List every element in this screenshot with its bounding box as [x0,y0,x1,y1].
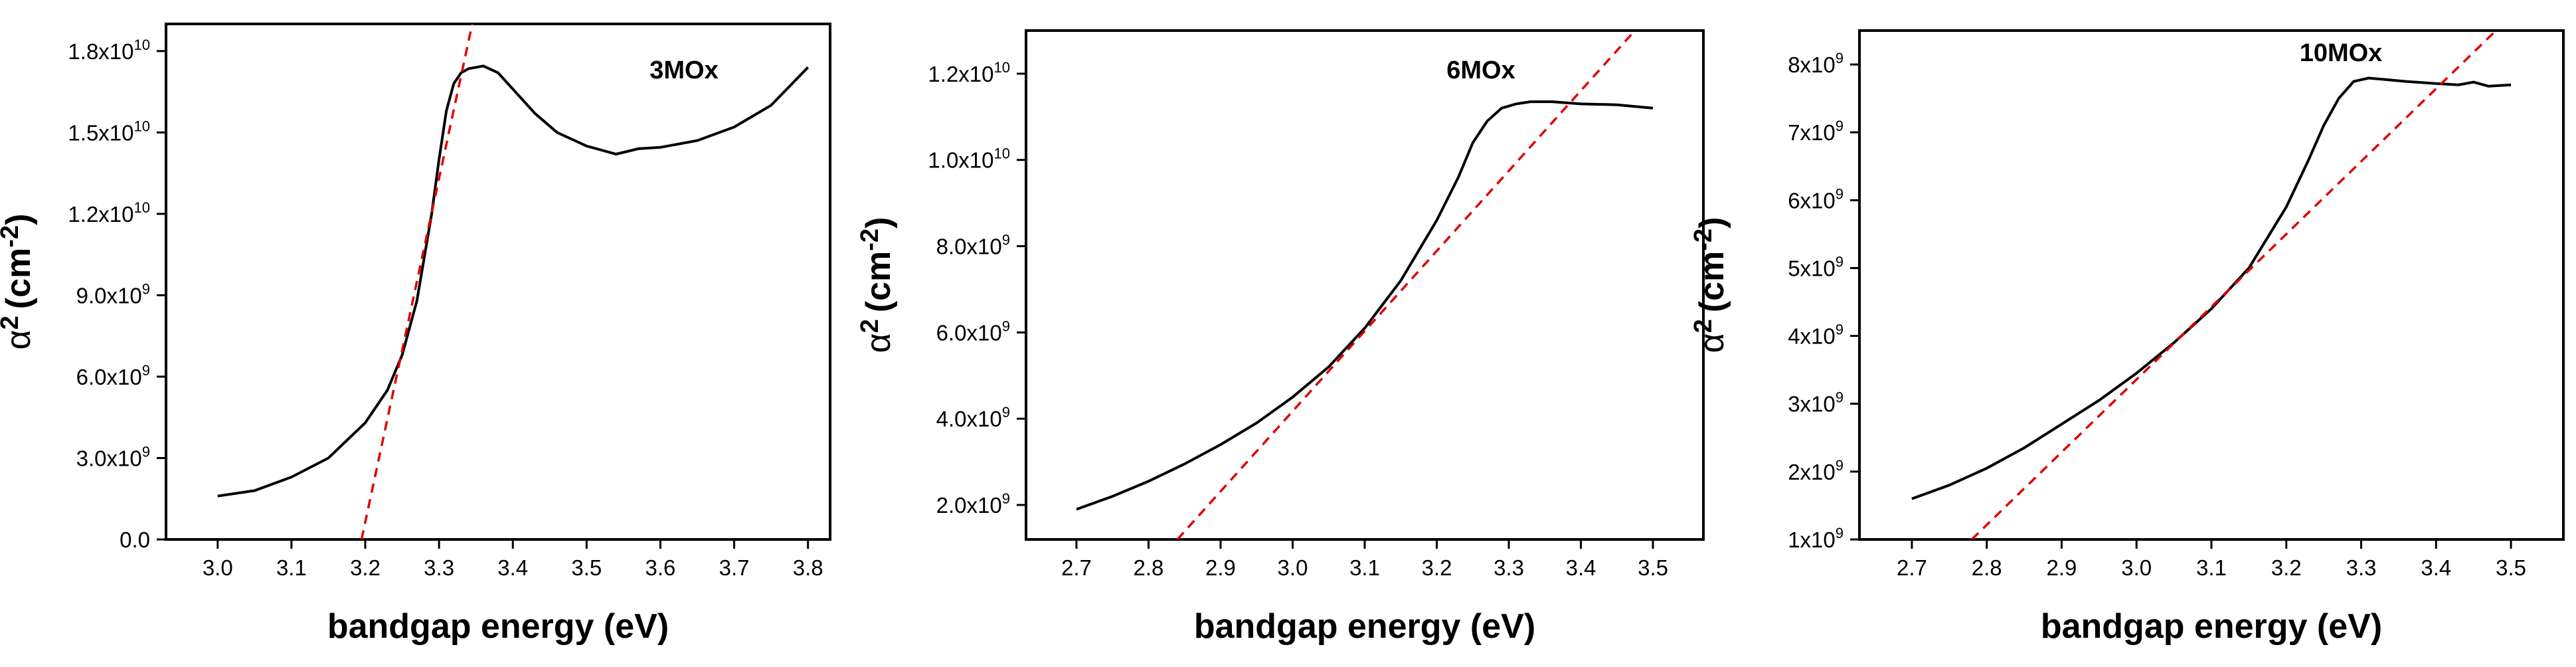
x-tick-label: 3.0 [2121,555,2152,580]
y-tick-label: 6.0x109 [936,318,1010,345]
x-tick-label: 3.1 [2196,555,2227,580]
x-tick-label: 3.2 [1422,555,1452,580]
x-tick-label: 3.0 [203,555,233,580]
y-tick-label: 2x109 [1788,457,1844,484]
x-axis-title: bandgap energy (eV) [1194,607,1535,646]
y-tick-label: 1.8x1010 [68,37,150,64]
panel-label: 10MOx [2300,39,2383,67]
x-tick-label: 3.1 [1349,555,1380,580]
x-tick-label: 3.7 [719,555,750,580]
x-tick-label: 3.3 [424,555,454,580]
data-curve [217,64,810,498]
y-tick-label: 0.0 [120,527,150,552]
plot-frame [1858,29,2565,541]
y-tick-label: 9.0x109 [76,280,150,308]
plot-frame [165,23,831,541]
x-tick-label: 3.4 [2421,555,2451,580]
x-tick-label: 3.2 [350,555,381,580]
y-tick-label: 1.2x1010 [68,199,150,227]
x-tick-label: 3.8 [793,555,823,580]
y-tick-label: 3x109 [1788,389,1844,417]
x-tick-label: 3.5 [2496,555,2526,580]
y-tick-label: 8.0x109 [936,232,1010,259]
chart-panel-1: 3.0 3.1 3.2 3.3 3.4 3.5 3.6 3.7 3.8 0.0 3.0x109 6.0… [0,23,831,646]
x-tick-label: 3.5 [1638,555,1668,580]
panel-label: 6MOx [1446,56,1515,84]
x-tick-label: 2.8 [1134,555,1164,580]
y-axis-title: α2(cm-2) [1689,217,1731,353]
x-tick-label: 3.4 [497,555,528,580]
y-tick-label: 1.2x1010 [928,59,1010,86]
data-curve [1911,76,2512,500]
y-tick-label: 3.0x109 [76,443,150,470]
x-axis-title: bandgap energy (eV) [327,607,669,646]
panel-label: 3MOx [649,56,718,84]
x-tick-label: 3.1 [276,555,307,580]
y-tick-label: 6x109 [1788,185,1844,213]
x-tick-label: 3.3 [2346,555,2377,580]
y-axis-title: α2(cm-2) [856,217,898,353]
y-tick-label: 5x109 [1788,253,1844,280]
y-tick-label: 4x109 [1788,322,1844,349]
x-tick-label: 3.5 [571,555,602,580]
y-tick-label: 7x109 [1788,118,1844,145]
y-tick-label: 1.5x1010 [68,118,150,145]
fit-line [1970,31,2497,539]
x-axis-title: bandgap energy (eV) [2041,607,2382,646]
y-axis-title: α2(cm-2) [0,214,38,350]
x-tick-label: 3.6 [645,555,676,580]
fit-line [360,24,473,539]
x-tick-label: 3.0 [1278,555,1308,580]
chart-panel-3: 2.7 2.8 2.9 3.0 3.1 3.2 3.3 3.4 3.5 1x109 2x109 3x1… [1689,29,2565,646]
y-tick-label: 4.0x109 [936,404,1010,431]
x-tick-label: 2.8 [1972,555,2002,580]
x-tick-label: 2.9 [1205,555,1236,580]
fit-line [1176,31,1636,539]
chart-panel-2: 2.7 2.8 2.9 3.0 3.1 3.2 3.3 3.4 3.5 2.0x109 4.0x10… [856,29,1705,646]
data-curve [1076,100,1654,511]
x-tick-label: 3.3 [1494,555,1524,580]
x-tick-label: 3.2 [2271,555,2302,580]
plot-frame [1025,29,1705,541]
y-tick-label: 1x109 [1788,525,1844,552]
x-tick-label: 2.9 [2047,555,2077,580]
y-tick-label: 2.0x109 [936,490,1010,518]
y-tick-label: 8x109 [1788,50,1844,77]
x-tick-label: 2.7 [1897,555,1927,580]
x-tick-label: 3.4 [1566,555,1596,580]
y-tick-label: 6.0x109 [76,362,150,389]
x-tick-label: 2.7 [1061,555,1092,580]
y-tick-label: 1.0x1010 [928,145,1010,173]
